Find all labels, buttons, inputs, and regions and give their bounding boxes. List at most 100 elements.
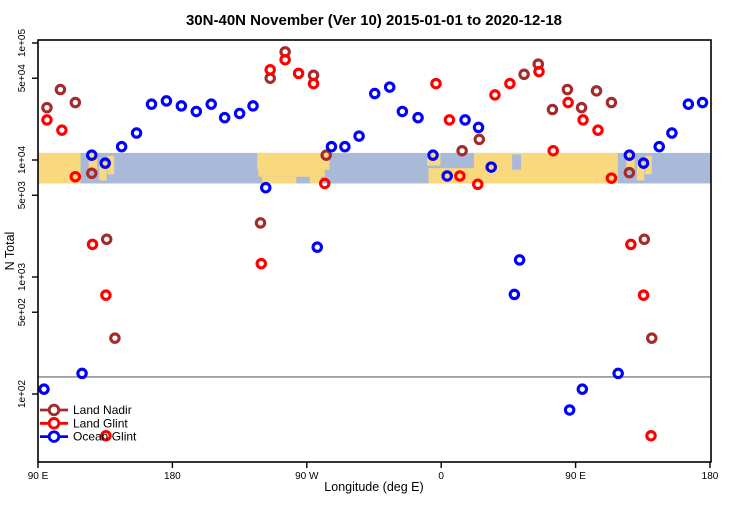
data-point <box>472 121 485 134</box>
map-land-segment <box>99 162 107 181</box>
map-land-segment <box>309 176 321 184</box>
x-tick-label: 0 <box>438 471 444 482</box>
series-land-glint <box>41 53 657 442</box>
data-point <box>247 100 259 112</box>
data-point <box>575 101 588 114</box>
legend-marker <box>47 403 61 417</box>
x-tick-label: 90 W <box>295 471 319 482</box>
legend-entry: Ocean Glint <box>40 430 137 444</box>
data-point <box>160 95 173 107</box>
data-point <box>646 332 658 344</box>
data-point <box>456 144 468 157</box>
map-land-segment <box>636 162 645 181</box>
data-point <box>145 98 158 110</box>
data-point <box>205 98 217 110</box>
y-axis-title: N Total <box>3 232 17 271</box>
map-land-segment <box>107 155 115 175</box>
data-point <box>383 81 396 93</box>
series-points <box>38 46 709 442</box>
y-tick-label: 1e+03 <box>17 263 28 292</box>
data-point <box>41 114 53 126</box>
plot-border <box>37 39 712 463</box>
data-point <box>318 177 331 190</box>
data-point <box>590 85 603 97</box>
data-point <box>472 178 484 191</box>
data-point <box>441 170 453 182</box>
data-point <box>311 241 324 253</box>
x-tick-label: 180 <box>164 471 181 482</box>
data-point <box>637 157 650 169</box>
axes: 90 E 180 90 W 0 90 E 180 1e+05 5e+04 1e+04 5e+03 1… <box>17 29 719 482</box>
data-point <box>638 233 651 246</box>
y-tick-label: 5e+03 <box>17 181 28 210</box>
data-point <box>666 127 678 139</box>
map-ocean-patch <box>512 154 522 170</box>
data-point <box>443 114 456 126</box>
data-point <box>605 172 618 184</box>
data-point <box>513 254 526 266</box>
map-land-segment <box>257 152 330 170</box>
y-tick-label: 5e+02 <box>17 298 28 327</box>
data-point <box>76 367 88 380</box>
data-point <box>99 157 111 169</box>
data-point <box>562 96 574 109</box>
legend-marker <box>47 417 61 430</box>
data-point <box>623 166 636 179</box>
data-point <box>115 140 128 153</box>
data-point <box>623 149 636 161</box>
data-point <box>353 130 365 142</box>
data-point <box>430 77 442 90</box>
data-point <box>279 53 291 66</box>
x-tick-label: 180 <box>702 471 719 482</box>
data-point <box>396 105 409 118</box>
data-point <box>38 383 50 395</box>
legend-label: Land Glint <box>73 416 128 430</box>
data-point <box>576 383 589 395</box>
legend-marker <box>47 430 61 443</box>
data-point <box>100 233 113 246</box>
data-point <box>427 149 439 161</box>
data-point <box>561 83 574 96</box>
data-point <box>645 429 657 442</box>
data-point <box>412 111 424 124</box>
data-point <box>682 98 695 110</box>
data-point <box>130 127 143 139</box>
data-point <box>292 67 305 80</box>
legend-entry: Land Nadir <box>40 403 132 417</box>
data-point <box>696 96 709 109</box>
data-point <box>368 87 381 100</box>
data-point <box>489 89 501 101</box>
data-point <box>547 144 559 157</box>
data-point <box>307 77 320 90</box>
data-point <box>508 288 521 301</box>
data-point <box>653 140 665 153</box>
data-point <box>459 114 471 126</box>
data-point <box>69 96 82 109</box>
data-point <box>100 289 112 301</box>
data-point <box>325 140 338 153</box>
y-tick-label: 1e+05 <box>17 29 28 58</box>
data-point <box>175 100 188 112</box>
series-land-nadir <box>41 46 658 344</box>
map-land-segment <box>38 152 81 184</box>
data-point <box>592 124 604 136</box>
data-point <box>518 68 530 81</box>
data-point <box>86 238 99 251</box>
y-tick-label: 1e+02 <box>17 380 28 409</box>
data-point <box>190 105 203 118</box>
data-point <box>612 367 624 380</box>
data-point <box>339 140 351 153</box>
data-point <box>56 124 68 136</box>
data-point <box>86 149 98 161</box>
map-band <box>38 152 711 184</box>
data-point <box>563 404 576 416</box>
data-point <box>254 217 267 229</box>
y-tick-label: 1e+04 <box>17 146 28 175</box>
legend-label: Ocean Glint <box>73 430 137 444</box>
data-point <box>533 65 545 78</box>
data-point <box>454 170 466 182</box>
